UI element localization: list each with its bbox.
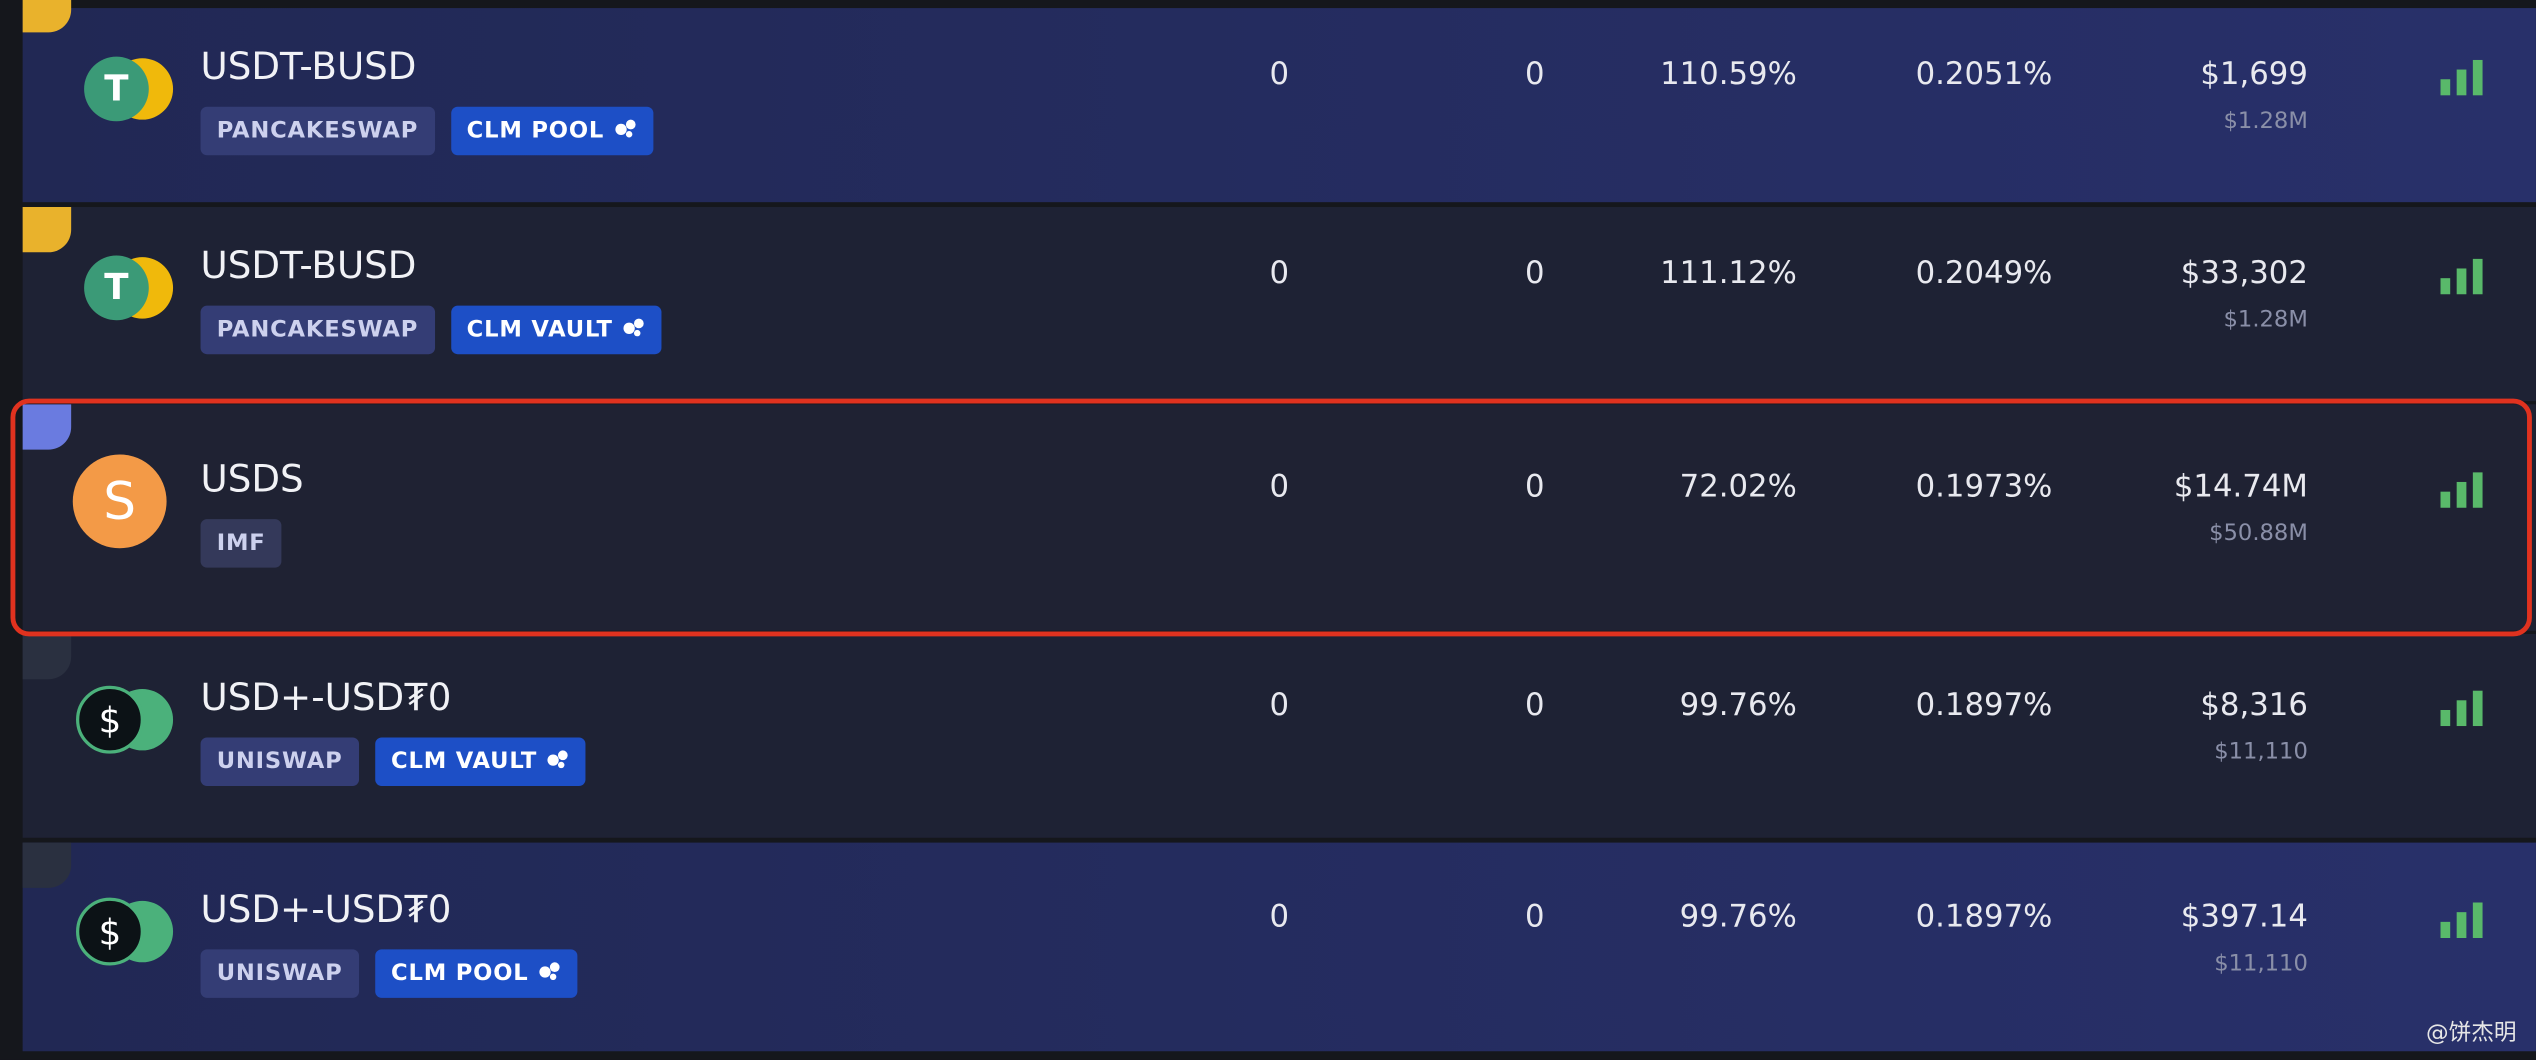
tvl-sub: $50.88M: [2209, 520, 2308, 547]
token-icon: S: [71, 453, 178, 560]
vault-name: USDS: [200, 459, 304, 502]
token-logo: T: [84, 56, 174, 122]
deposited: 0: [1269, 255, 1290, 292]
chain-badge: [22, 633, 72, 680]
tag-icon: [622, 318, 645, 342]
svg-text:$: $: [99, 912, 122, 953]
safety-bars: [2440, 472, 2493, 514]
vault-row[interactable]: S USDS IMF 0 0 72.02% 0.1973% $14.74M $50.88M: [22, 404, 2536, 631]
svg-text:$: $: [99, 701, 122, 742]
tvl: $1,699: [2200, 56, 2308, 93]
earned: 0: [1525, 56, 1545, 93]
token-icon: $: [71, 671, 178, 778]
safety-icon: [2440, 901, 2483, 938]
deposited: 0: [1269, 687, 1290, 723]
tag: PANCAKESWAP: [200, 305, 435, 355]
daily-rate: 0.1897%: [1915, 687, 2053, 723]
safety-bars: [2440, 901, 2493, 944]
chain-badge: [22, 404, 72, 450]
tag-icon: [538, 961, 561, 984]
vault-row[interactable]: T USDT-BUSD PANCAKESWAP CLM VAULT 0 0 111.12% 0…: [22, 207, 2536, 402]
tvl-sub: $11,110: [2214, 739, 2308, 765]
token-logo: $: [76, 896, 174, 965]
tvl-sub: $1.28M: [2223, 307, 2308, 334]
deposited: 0: [1269, 898, 1290, 934]
token-logo: $: [76, 685, 174, 754]
svg-text:S: S: [103, 472, 136, 532]
vault-name: USDT-BUSD: [200, 245, 417, 288]
tag-icon: [547, 750, 570, 773]
vault-name: USD+-USD₮0: [200, 888, 452, 931]
safety-icon: [2440, 472, 2483, 508]
token-icon: T: [71, 40, 178, 147]
apy: 110.59%: [1660, 56, 1797, 93]
chain-badge: [22, 0, 72, 33]
tag: CLM VAULT: [450, 305, 662, 355]
tvl: $8,316: [2200, 687, 2308, 723]
tag-icon: [614, 119, 637, 143]
tvl-sub: $11,110: [2214, 950, 2308, 977]
token-icon: T: [71, 239, 178, 346]
tag: UNISWAP: [200, 948, 359, 998]
highlight-box: [10, 398, 2532, 637]
vault-row[interactable]: $ USD+-USD₮0 UNISWAP CLM POOL 0 0 99.76% 0.1897…: [22, 842, 2536, 1052]
safety-icon: [2440, 690, 2483, 727]
svg-text:T: T: [104, 267, 129, 308]
chain-badge: [22, 842, 72, 888]
safety-bars: [2440, 59, 2493, 102]
tag: CLM POOL: [374, 948, 578, 998]
clm-icon: [614, 119, 635, 138]
tag: UNISWAP: [200, 737, 359, 787]
chain-badge: [22, 207, 72, 253]
vault-row[interactable]: T USDT-BUSD PANCAKESWAP CLM POOL 0 0 110.59% 0.…: [22, 0, 2536, 203]
tvl-sub: $1.28M: [2223, 108, 2308, 135]
earned: 0: [1525, 469, 1545, 505]
clm-icon: [623, 318, 644, 337]
deposited: 0: [1269, 469, 1290, 505]
apy: 111.12%: [1660, 255, 1797, 292]
clm-icon: [547, 750, 568, 769]
safety-bars: [2440, 690, 2493, 733]
vault-name: USD+-USD₮0: [200, 677, 452, 720]
tag: IMF: [200, 519, 282, 568]
safety-bars: [2440, 258, 2493, 301]
deposited: 0: [1269, 56, 1290, 93]
token-icon: $: [71, 882, 178, 989]
safety-icon: [2440, 258, 2483, 295]
daily-rate: 0.2049%: [1915, 255, 2053, 292]
tag: CLM POOL: [450, 106, 653, 156]
tvl: $14.74M: [2173, 469, 2308, 505]
watermark: @饼杰明: [2425, 1020, 2517, 1047]
vault-row[interactable]: $ USD+-USD₮0 UNISWAP CLM VAULT 0 0 99.76% 0.189…: [22, 633, 2536, 838]
tag: PANCAKESWAP: [200, 106, 435, 156]
svg-text:T: T: [104, 68, 129, 109]
daily-rate: 0.1897%: [1915, 898, 2053, 934]
apy: 99.76%: [1679, 687, 1797, 723]
earned: 0: [1525, 898, 1545, 934]
daily-rate: 0.2051%: [1915, 56, 2053, 93]
token-logo: T: [84, 255, 174, 321]
daily-rate: 0.1973%: [1915, 469, 2053, 505]
tvl: $397.14: [2180, 898, 2308, 934]
apy: 72.02%: [1679, 469, 1797, 505]
clm-icon: [539, 961, 560, 980]
apy: 99.76%: [1679, 898, 1797, 934]
tvl: $33,302: [2180, 255, 2308, 292]
vault-name: USDT-BUSD: [200, 46, 417, 89]
token-logo: S: [72, 454, 167, 549]
earned: 0: [1525, 687, 1545, 723]
tag: CLM VAULT: [374, 737, 586, 787]
safety-icon: [2440, 59, 2483, 96]
earned: 0: [1525, 255, 1545, 292]
